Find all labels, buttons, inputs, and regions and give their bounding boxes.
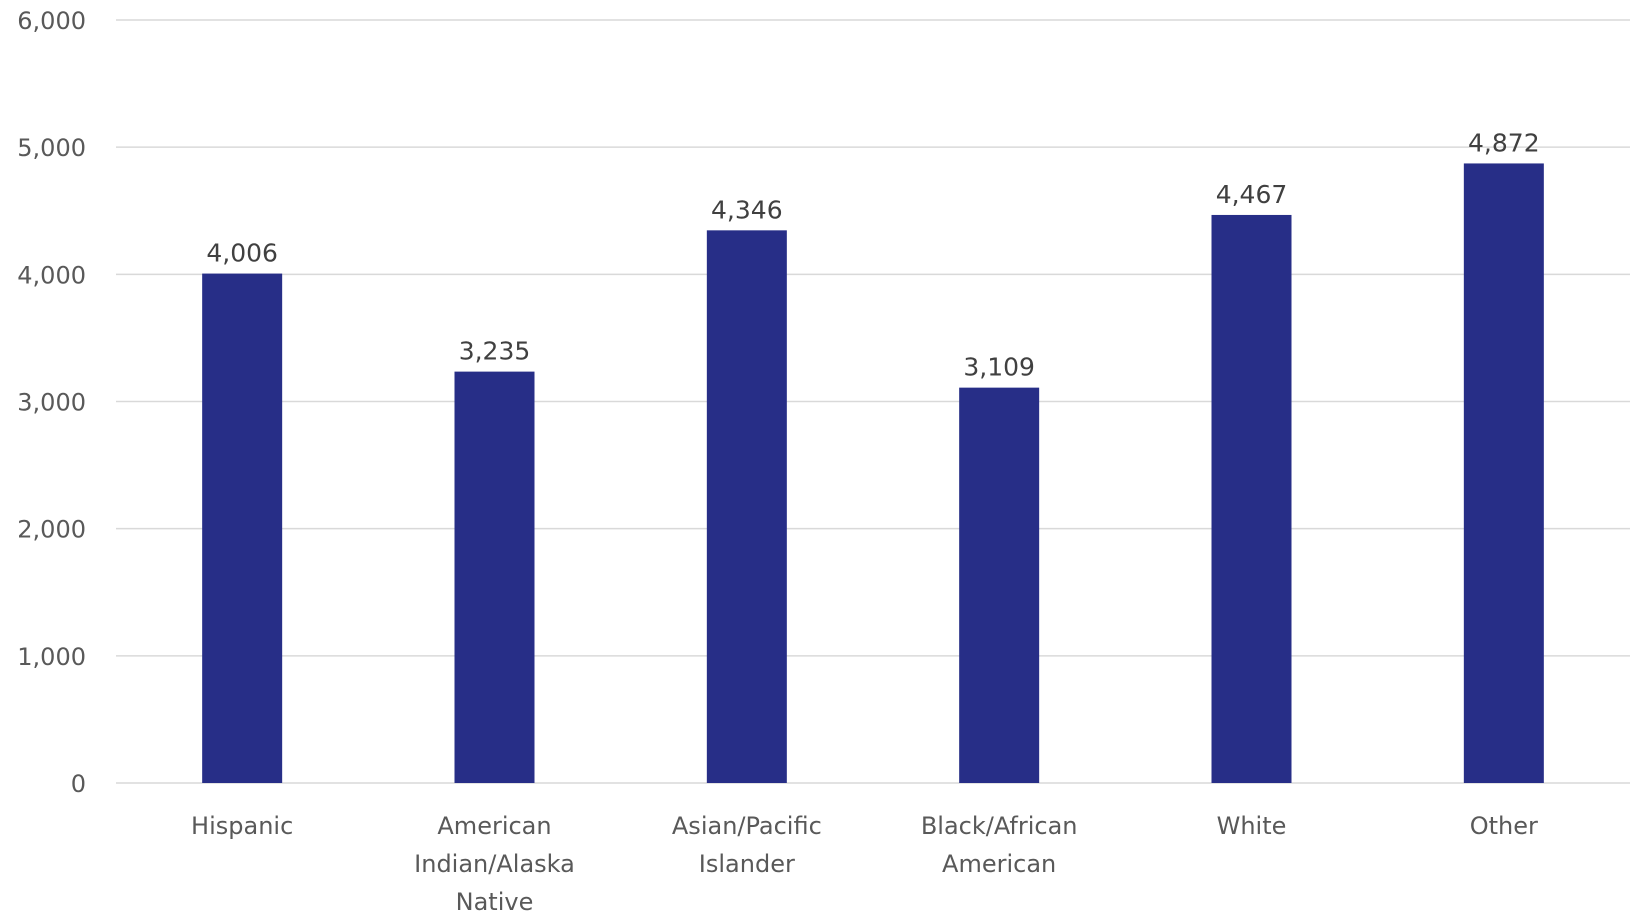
bar-value-label: 4,872 [1468,128,1540,157]
bars [202,163,1544,784]
bar [959,387,1040,783]
bar [454,371,535,783]
x-category-label: Other [1470,812,1538,840]
bar-value-label: 4,346 [711,195,783,224]
x-category-label-line: Hispanic [191,812,293,840]
x-category-label-line: Indian/Alaska [414,850,575,878]
x-category-label-line: White [1217,812,1287,840]
y-tick-label: 3,000 [17,389,86,417]
y-axis-tick-labels: 0 1,000 2,000 3,000 4,000 5,000 6,000 [17,7,86,798]
gridlines [116,19,1630,784]
x-category-label-line: Asian/Pacific [672,812,822,840]
y-tick-label: 1,000 [17,643,86,671]
bar [202,273,283,783]
y-tick-label: 5,000 [17,134,86,162]
x-category-label: Hispanic [191,812,293,840]
x-category-label: Black/African American [921,812,1078,878]
bar [1211,214,1292,783]
data-labels: 4,006 3,235 4,346 3,109 4,467 4,872 [206,128,1539,381]
y-tick-label: 2,000 [17,516,86,544]
x-category-label-line: Black/African [921,812,1078,840]
bar-value-label: 3,235 [459,337,531,366]
bar-value-label: 3,109 [963,353,1035,382]
y-tick-label: 6,000 [17,7,86,35]
bar-value-label: 4,006 [206,239,278,268]
x-category-label-line: Native [456,888,534,916]
x-category-label: American Indian/Alaska Native [414,812,575,916]
x-category-label-line: American [942,850,1056,878]
x-category-label: White [1217,812,1287,840]
y-tick-label: 0 [71,770,86,798]
x-category-label: Asian/Pacific Islander [672,812,822,878]
x-category-label-line: Other [1470,812,1538,840]
x-axis-category-labels: Hispanic American Indian/Alaska Native Asian… [191,812,1538,916]
bar [1463,163,1544,784]
bar-value-label: 4,467 [1216,180,1288,209]
bar [706,230,787,783]
x-category-label-line: Islander [699,850,795,878]
y-tick-label: 4,000 [17,261,86,289]
x-category-label-line: American [437,812,551,840]
